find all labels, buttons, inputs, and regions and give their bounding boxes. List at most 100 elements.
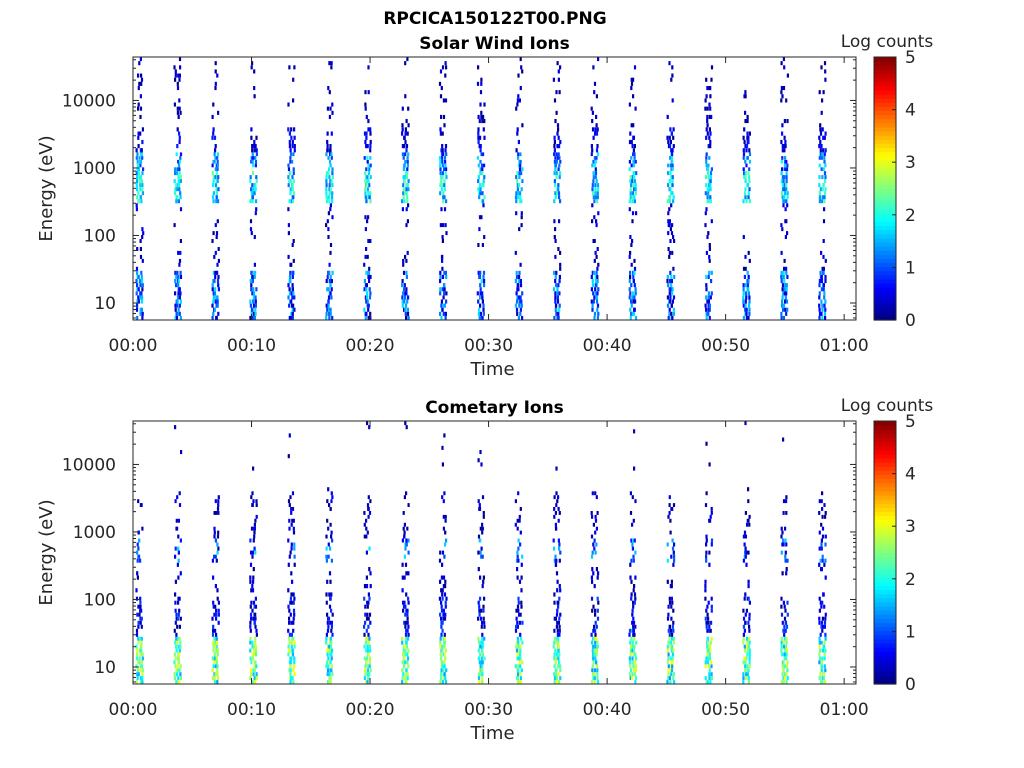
heatmap-cell: [331, 110, 334, 115]
heatmap-cell: [784, 672, 787, 677]
heatmap-cell: [782, 270, 785, 275]
heatmap-cell: [402, 183, 405, 188]
heatmap-cell: [742, 534, 745, 539]
heatmap-cell: [211, 239, 214, 243]
heatmap-cell: [629, 664, 632, 669]
heatmap-cell: [709, 187, 712, 192]
heatmap-cell: [781, 542, 784, 547]
heatmap-cell: [325, 534, 328, 539]
heatmap-cell: [214, 156, 217, 160]
heatmap-cell: [175, 283, 178, 288]
heatmap-cell: [672, 199, 675, 204]
heatmap-cell: [440, 620, 443, 625]
heatmap-cell: [214, 640, 217, 645]
heatmap-cell: [139, 131, 142, 136]
heatmap-cell: [139, 57, 142, 62]
heatmap-cell: [785, 311, 788, 316]
heatmap-cell: [364, 195, 367, 200]
heatmap-cell: [176, 562, 179, 567]
heatmap-cell: [175, 518, 178, 523]
heatmap-cell: [178, 167, 181, 171]
heatmap-cell: [555, 270, 558, 275]
heatmap-cell: [328, 571, 332, 576]
heatmap-cell: [404, 295, 407, 300]
heatmap-cell: [747, 487, 750, 492]
heatmap-cell: [439, 69, 443, 74]
heatmap-cell: [441, 159, 444, 164]
heatmap-cell: [141, 676, 144, 680]
heatmap-cell: [254, 270, 257, 275]
heatmap-cell: [216, 672, 219, 677]
heatmap-cell: [596, 672, 599, 677]
heatmap-cell: [289, 495, 292, 500]
heatmap-cell: [705, 311, 708, 316]
heatmap-cell: [291, 187, 294, 192]
heatmap-cell: [177, 250, 180, 255]
heatmap-cell: [745, 199, 748, 204]
heatmap-cell: [821, 491, 824, 496]
heatmap-cell: [255, 652, 258, 657]
heatmap-cell: [515, 291, 518, 296]
heatmap-cell: [667, 171, 670, 176]
heatmap-cell: [443, 291, 446, 296]
heatmap-cell: [670, 175, 673, 180]
heatmap-cell: [369, 291, 372, 296]
heatmap-cell: [481, 526, 484, 531]
heatmap-cell: [742, 640, 745, 645]
heatmap-cell: [443, 287, 446, 292]
heatmap-cell: [596, 266, 599, 271]
heatmap-cell: [671, 65, 674, 70]
heatmap-cell: [174, 291, 177, 296]
heatmap-cell: [367, 616, 370, 621]
heatmap-cell: [477, 187, 480, 192]
heatmap-cell: [554, 163, 557, 168]
heatmap-cell: [444, 640, 447, 645]
colorbar-tick-label: 3: [905, 517, 916, 537]
heatmap-cell: [253, 664, 256, 669]
heatmap-cell: [440, 299, 443, 304]
heatmap-cell: [781, 672, 784, 677]
heatmap-cell: [331, 191, 334, 196]
x-tick-label: 00:10: [227, 336, 276, 356]
heatmap-cell: [135, 632, 139, 637]
heatmap-cell: [179, 65, 182, 70]
heatmap-cell: [518, 518, 521, 523]
heatmap-cell: [481, 680, 484, 684]
heatmap-cell: [748, 299, 751, 304]
heatmap-cell: [249, 624, 252, 629]
heatmap-cell: [178, 303, 181, 308]
heatmap-cell: [406, 163, 409, 168]
heatmap-cell: [141, 664, 144, 669]
heatmap-cell: [481, 660, 484, 665]
heatmap-cell: [824, 315, 827, 320]
heatmap-cell: [818, 156, 821, 160]
heatmap-cell: [441, 239, 444, 243]
heatmap-cell: [404, 421, 407, 426]
heatmap-cell: [669, 171, 672, 176]
heatmap-cell: [780, 648, 783, 653]
heatmap-cell: [250, 495, 253, 500]
heatmap-cell: [215, 660, 218, 665]
heatmap-cell: [253, 526, 256, 531]
heatmap-cell: [708, 270, 711, 275]
heatmap-cell: [780, 596, 783, 601]
heatmap-cell: [477, 636, 480, 641]
heatmap-cell: [520, 187, 523, 192]
heatmap-cell: [596, 676, 599, 680]
y-tick-label: 1000: [73, 159, 116, 179]
heatmap-cell: [404, 127, 407, 132]
heatmap-cell: [630, 86, 633, 91]
heatmap-cell: [367, 652, 370, 657]
heatmap-cell: [596, 315, 599, 320]
heatmap-cell: [254, 648, 257, 653]
heatmap-cell: [326, 139, 329, 145]
heatmap-cell: [516, 624, 519, 629]
heatmap-cell: [139, 664, 142, 669]
heatmap-cell: [327, 616, 331, 621]
heatmap-cell: [593, 680, 596, 684]
heatmap-cell: [515, 270, 518, 275]
heatmap-cell: [629, 511, 633, 515]
heatmap-cell: [518, 579, 522, 584]
heatmap-cell: [365, 144, 368, 149]
colorbar-segment: [874, 155, 896, 161]
